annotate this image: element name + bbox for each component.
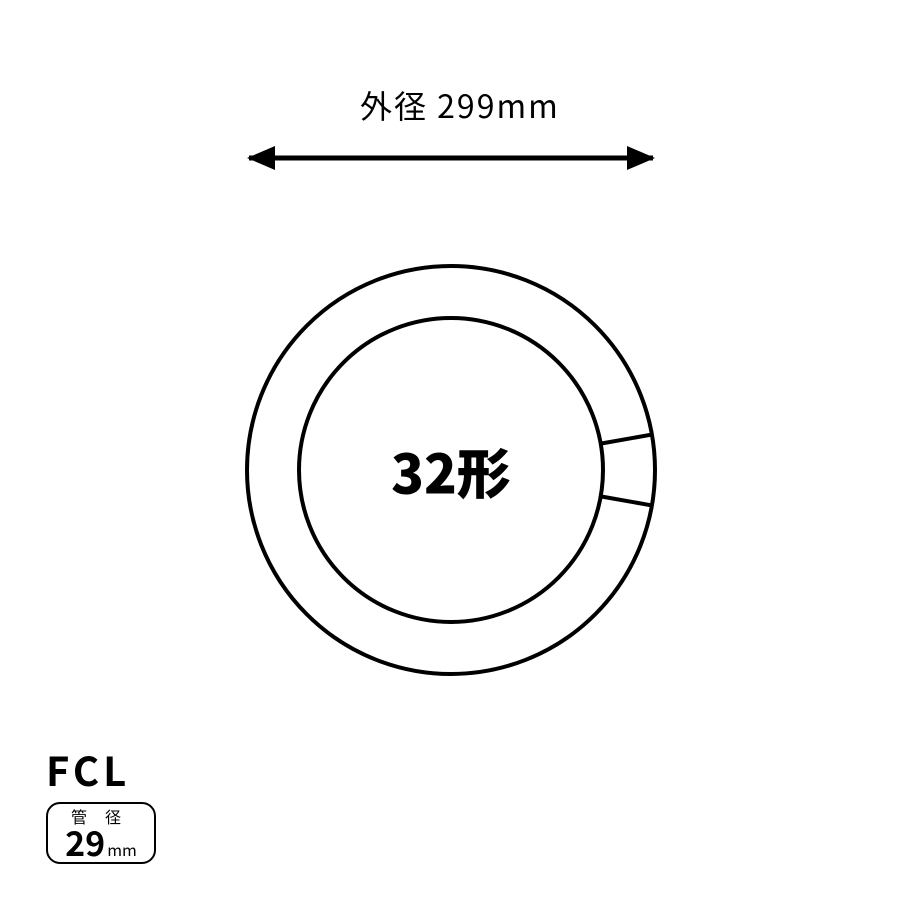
tube-diameter-number: 29 [65,817,105,866]
tube-diameter-unit: mm [107,837,137,861]
outer-diameter-label: 外径 299mm [360,82,560,128]
tube-diameter-value: 29mm [58,824,144,860]
fcl-title: FCL [46,740,156,798]
fcl-badge: FCL 管径 29mm [46,740,156,864]
tube-diameter-box: 管径 29mm [46,802,156,864]
lamp-type-label: 32形 [391,431,511,510]
